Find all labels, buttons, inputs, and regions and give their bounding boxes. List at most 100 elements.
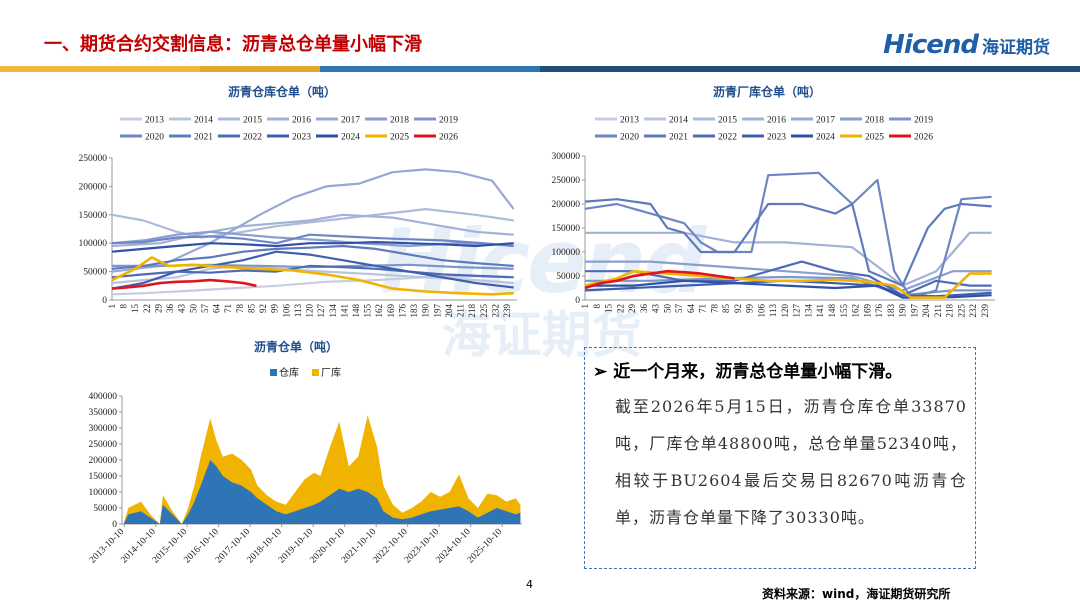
bar-segment [0, 66, 200, 72]
x-tick-label: 1 [580, 304, 590, 309]
series-line-2015 [111, 208, 514, 239]
x-tick-label: 15 [130, 304, 140, 314]
legend-label: 2016 [292, 116, 311, 126]
x-tick-label: 148 [827, 304, 837, 318]
x-tick-label: 190 [421, 304, 431, 318]
legend-label: 2015 [718, 116, 737, 126]
x-tick-label: 155 [363, 304, 373, 318]
legend-label: 2024 [816, 133, 835, 143]
x-tick-label: 57 [200, 304, 210, 314]
bullet-arrow-icon: ➢ [593, 362, 608, 382]
y-tick-label: 50000 [93, 504, 117, 514]
legend-label: 2015 [243, 116, 262, 126]
x-tick-label: 169 [862, 304, 872, 318]
series-line-2021 [584, 198, 992, 287]
area-仓库 [123, 460, 521, 524]
x-tick-label: 50 [662, 304, 672, 314]
legend-label: 2026 [439, 133, 458, 143]
x-tick-label: 92 [258, 304, 268, 313]
chart-title: 沥青厂库仓单（吨） [713, 84, 821, 99]
legend-label: 2018 [390, 116, 409, 126]
y-tick-label: 250000 [79, 154, 108, 164]
y-tick-label: 300000 [89, 424, 118, 434]
x-tick-label: 127 [316, 304, 326, 318]
legend-swatch [312, 369, 319, 376]
x-tick-label: 120 [305, 304, 315, 318]
legend-label: 2020 [145, 133, 164, 143]
x-tick-label: 50 [188, 304, 198, 314]
x-tick-label: 113 [293, 304, 303, 318]
legend-label: 2017 [341, 116, 360, 126]
x-tick-label: 190 [898, 304, 908, 318]
x-tick-label: 232 [968, 304, 978, 318]
series-line-2018 [111, 230, 514, 248]
x-tick-label: 2025-10-10 [466, 527, 505, 566]
x-tick-label: 29 [627, 304, 637, 314]
x-tick-label: 29 [153, 304, 163, 314]
x-tick-label: 43 [177, 304, 187, 314]
y-tick-label: 200000 [552, 200, 581, 210]
x-tick-label: 134 [803, 304, 813, 318]
legend-label: 仓库 [279, 366, 299, 379]
factory-receipt-chart: 沥青厂库仓单（吨） 2013 2014 2015 2016 2017 2018 2019 202… [552, 84, 995, 318]
x-tick-label: 78 [235, 304, 245, 314]
series-line-2017 [111, 168, 515, 273]
x-tick-label: 106 [756, 304, 766, 318]
x-tick-label: 85 [246, 304, 256, 314]
y-tick-label: 350000 [89, 408, 118, 418]
x-tick-label: 169 [386, 304, 396, 318]
y-tick-label: 50000 [556, 272, 580, 282]
series-line-2025 [584, 269, 992, 299]
x-tick-label: 43 [651, 304, 661, 314]
summary-body: 截至2026年5月15日，沥青仓库仓单33870吨，厂库仓单48800吨，总仓单… [615, 397, 967, 527]
legend-label: 2020 [620, 133, 639, 143]
y-tick-label: 150000 [79, 211, 108, 221]
series-line-2020 [584, 171, 992, 299]
x-tick-label: 141 [339, 304, 349, 318]
x-tick-label: 218 [945, 304, 955, 318]
data-source: 资料来源：wind，海证期货研究所 [762, 587, 951, 601]
x-tick-label: 64 [686, 304, 696, 314]
x-tick-label: 15 [604, 304, 614, 314]
x-tick-label: 127 [792, 304, 802, 318]
x-tick-label: 141 [815, 304, 825, 318]
x-tick-label: 22 [142, 304, 152, 313]
series-line-2013 [111, 275, 514, 296]
x-tick-label: 78 [709, 304, 719, 314]
y-tick-label: 100000 [79, 239, 108, 249]
x-tick-label: 8 [592, 304, 602, 309]
warehouse-receipt-chart: 沥青仓库仓单（吨） 2013 2014 2015 2016 2017 2018 2019 202… [79, 84, 517, 318]
legend-label: 2025 [865, 133, 884, 143]
x-tick-label: 148 [351, 304, 361, 318]
legend-label: 2026 [914, 133, 933, 143]
legend-label: 2022 [243, 133, 262, 143]
x-tick-label: 57 [674, 304, 684, 314]
x-tick-label: 176 [874, 304, 884, 318]
x-tick-label: 197 [432, 304, 442, 318]
legend-label: 2021 [194, 133, 213, 143]
legend-label: 2024 [341, 133, 360, 143]
y-tick-label: 0 [575, 296, 580, 306]
x-tick-label: 64 [212, 304, 222, 314]
x-tick-label: 211 [933, 304, 943, 317]
x-tick-label: 232 [490, 304, 500, 318]
series-line-2016 [585, 231, 992, 287]
x-tick-label: 183 [409, 304, 419, 318]
series-line-2021 [111, 244, 514, 270]
x-tick-label: 8 [119, 304, 129, 309]
y-tick-label: 0 [112, 520, 117, 530]
x-tick-label: 92 [733, 304, 743, 313]
x-tick-label: 99 [745, 304, 755, 314]
legend-label: 厂库 [321, 366, 341, 379]
x-tick-label: 225 [956, 304, 966, 318]
y-tick-label: 100000 [89, 488, 118, 498]
legend-label: 2023 [292, 133, 311, 143]
company-logo: Hicend 海证期货 [883, 30, 1050, 60]
x-tick-label: 106 [281, 304, 291, 318]
x-tick-label: 183 [886, 304, 896, 318]
series-line-2019 [585, 275, 992, 297]
chart-title: 沥青仓单（吨） [254, 339, 338, 354]
y-tick-label: 250000 [89, 440, 118, 450]
x-tick-label: 176 [397, 304, 407, 318]
x-tick-label: 225 [479, 304, 489, 318]
